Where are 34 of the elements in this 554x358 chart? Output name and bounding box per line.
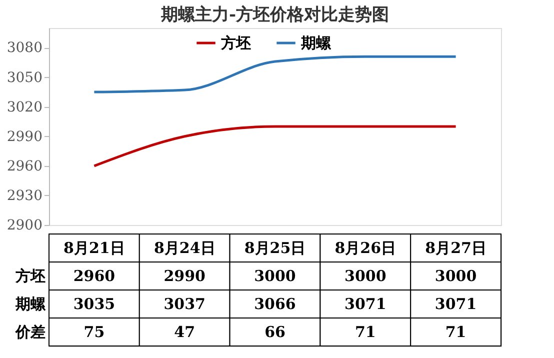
text: 71 bbox=[445, 323, 466, 341]
text: 方坯 bbox=[16, 267, 46, 285]
y-tick-label: 2960 bbox=[6, 158, 42, 174]
data-label: 3000 bbox=[434, 267, 477, 285]
data-label: 3035 bbox=[73, 295, 116, 313]
y-tick-label: 3080 bbox=[6, 40, 42, 56]
y-tick-label: 2930 bbox=[6, 188, 42, 204]
data-label: 3000 bbox=[254, 267, 296, 285]
text: 期螺 bbox=[16, 295, 46, 313]
text: 71 bbox=[354, 323, 376, 341]
data-label: 3071 bbox=[344, 295, 386, 313]
y-tick-label: 3020 bbox=[6, 99, 42, 116]
data-label: 3000 bbox=[344, 267, 386, 285]
text: 47 bbox=[174, 323, 196, 341]
x-tick-label: 8月25日 bbox=[244, 239, 306, 257]
data-label: 2960 bbox=[73, 267, 116, 285]
x-tick-label: 8月27日 bbox=[425, 239, 486, 257]
text: 价差 bbox=[14, 323, 46, 341]
data-label: 3071 bbox=[434, 295, 477, 313]
legend-label: 期螺 bbox=[300, 34, 332, 52]
chart-title: 期螺主力-方坯价格对比走势图 bbox=[160, 5, 390, 25]
data-label: 2990 bbox=[164, 267, 206, 285]
data-label: 3037 bbox=[164, 295, 206, 313]
y-tick-label: 2990 bbox=[6, 128, 42, 145]
text: 66 bbox=[264, 323, 286, 341]
x-tick-label: 8月26日 bbox=[334, 239, 396, 257]
text: 75 bbox=[84, 323, 105, 341]
legend-label: 方坯 bbox=[220, 34, 251, 52]
x-tick-label: 8月21日 bbox=[64, 239, 125, 257]
line-series bbox=[92, 55, 458, 94]
data-label: 3066 bbox=[254, 295, 296, 313]
x-tick-label: 8月24日 bbox=[154, 239, 216, 257]
y-tick-label: 3050 bbox=[6, 70, 42, 86]
y-tick-label: 2900 bbox=[6, 218, 42, 234]
